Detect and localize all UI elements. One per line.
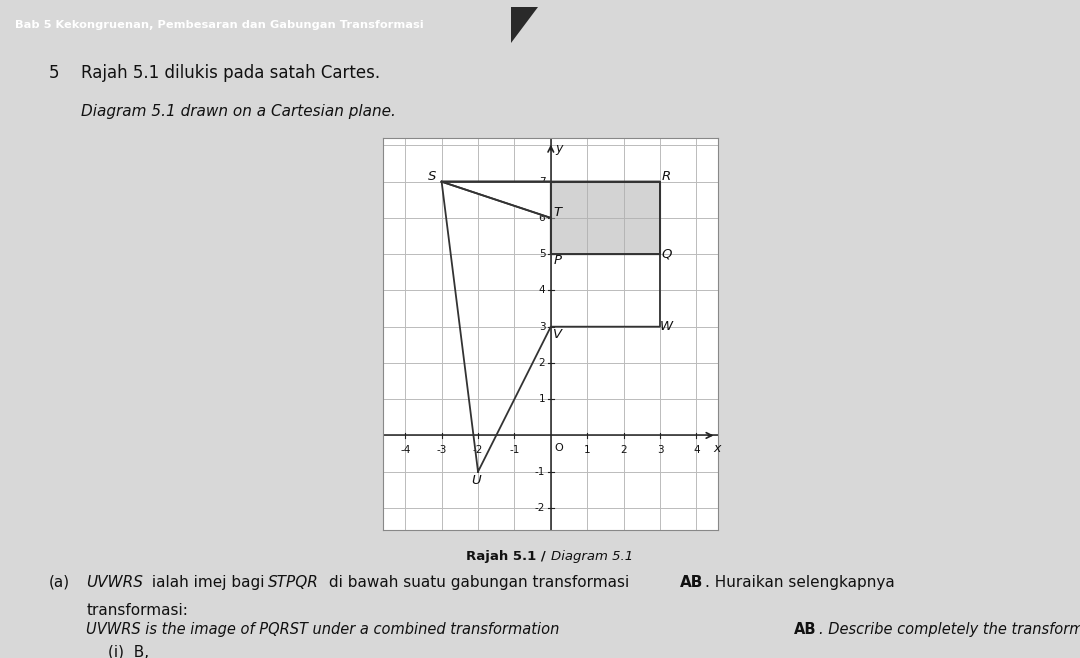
Text: 1: 1 [539,394,545,404]
Text: -3: -3 [436,445,447,455]
Text: . Describe completely the transformation:: . Describe completely the transformation… [819,622,1080,638]
Text: -2: -2 [535,503,545,513]
Text: 2: 2 [539,358,545,368]
Text: (a): (a) [49,575,70,590]
Text: . Huraikan selengkapnya: . Huraikan selengkapnya [705,575,895,590]
Text: Diagram 5.1 drawn on a Cartesian plane.: Diagram 5.1 drawn on a Cartesian plane. [81,104,396,119]
Text: T: T [553,206,562,219]
Text: Diagram 5.1: Diagram 5.1 [551,550,633,563]
Text: Rajah 5.1 dilukis pada satah Cartes.: Rajah 5.1 dilukis pada satah Cartes. [81,64,380,82]
Text: P: P [553,254,562,267]
Text: y: y [555,142,563,155]
Text: Q: Q [661,247,672,261]
Text: 2: 2 [620,445,626,455]
Polygon shape [511,7,538,43]
Text: AB: AB [680,575,704,590]
Text: 3: 3 [657,445,663,455]
Text: transformasi:: transformasi: [86,603,188,618]
Text: 6: 6 [539,213,545,223]
Text: UVWRS: UVWRS [86,575,144,590]
Text: U: U [471,474,481,488]
Text: -2: -2 [473,445,483,455]
Text: O: O [554,443,563,453]
Text: AB: AB [794,622,816,638]
Text: -1: -1 [535,467,545,476]
Text: x: x [714,442,721,455]
Polygon shape [442,182,551,218]
Text: 1: 1 [584,445,591,455]
Text: STPQR: STPQR [268,575,319,590]
Text: (i)  B,: (i) B, [108,644,149,658]
Text: 7: 7 [539,177,545,187]
Text: ialah imej bagi: ialah imej bagi [147,575,269,590]
Text: UVWRS is the image of PQRST under a combined transformation: UVWRS is the image of PQRST under a comb… [86,622,565,638]
Text: -4: -4 [400,445,410,455]
Text: 4: 4 [539,286,545,295]
Text: 3: 3 [539,322,545,332]
Text: S: S [429,170,436,183]
Text: 4: 4 [693,445,700,455]
Text: 5: 5 [49,64,59,82]
Text: -1: -1 [510,445,519,455]
Text: di bawah suatu gabungan transformasi: di bawah suatu gabungan transformasi [324,575,634,590]
Text: 5: 5 [539,249,545,259]
Polygon shape [551,182,660,254]
Text: Bab 5 Kekongruenan, Pembesaran dan Gabungan Transformasi: Bab 5 Kekongruenan, Pembesaran dan Gabun… [15,20,424,30]
Text: R: R [662,170,671,183]
Text: W: W [660,320,673,333]
Text: Rajah 5.1 /: Rajah 5.1 / [467,550,551,563]
Text: V: V [553,328,562,341]
